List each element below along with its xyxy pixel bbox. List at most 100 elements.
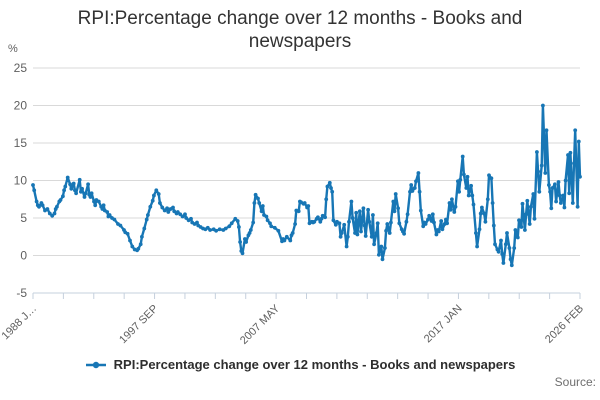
- data-point: [385, 222, 390, 226]
- data-point: [324, 197, 329, 202]
- data-point: [333, 222, 338, 227]
- data-point: [330, 189, 335, 194]
- data-point: [128, 238, 132, 243]
- data-point: [458, 177, 463, 182]
- chart-title: RPI:Percentage change over 12 months - B…: [77, 8, 523, 52]
- data-point: [568, 150, 573, 155]
- data-point: [566, 153, 570, 157]
- legend[interactable]: RPI:Percentage change over 12 months - B…: [0, 357, 600, 372]
- data-point: [572, 161, 576, 166]
- data-point: [152, 193, 156, 198]
- data-point: [362, 223, 367, 228]
- source-label: Source:: [554, 375, 596, 389]
- data-point: [489, 176, 494, 181]
- data-point: [389, 220, 393, 225]
- data-point: [397, 221, 402, 226]
- data-point: [34, 199, 39, 204]
- data-point: [96, 199, 101, 204]
- data-point: [500, 252, 505, 256]
- data-point: [520, 201, 525, 206]
- data-point: [367, 219, 372, 224]
- data-point: [421, 224, 426, 229]
- data-point: [93, 203, 98, 208]
- y-tick-label: 10: [14, 174, 28, 188]
- data-point: [264, 214, 269, 219]
- data-point: [32, 188, 37, 193]
- data-point: [567, 191, 572, 196]
- data-point: [347, 219, 351, 224]
- data-point: [432, 220, 436, 225]
- data-point: [444, 217, 448, 222]
- data-point: [471, 202, 476, 207]
- data-point: [323, 215, 327, 220]
- data-point: [575, 204, 580, 209]
- data-point: [178, 212, 183, 217]
- data-point: [112, 217, 117, 222]
- data-point: [562, 205, 567, 210]
- data-point: [282, 238, 287, 243]
- data-point: [162, 208, 167, 213]
- data-point: [448, 207, 453, 212]
- data-point: [82, 195, 87, 199]
- data-point: [256, 196, 260, 201]
- data-point: [318, 219, 323, 224]
- data-point: [80, 186, 84, 191]
- data-point: [165, 206, 170, 211]
- data-point: [316, 215, 320, 220]
- data-point: [434, 232, 439, 237]
- data-point: [243, 237, 247, 241]
- data-point: [77, 177, 82, 182]
- data-point: [464, 186, 469, 190]
- x-tick-label: 1997 SEP: [117, 303, 161, 347]
- data-point: [52, 211, 57, 216]
- data-point: [253, 192, 258, 197]
- data-point: [543, 171, 548, 175]
- data-point: [573, 128, 578, 133]
- data-point: [512, 246, 517, 250]
- data-point: [556, 180, 561, 184]
- data-point: [88, 195, 93, 199]
- data-point: [259, 209, 264, 214]
- data-point: [496, 249, 501, 254]
- data-point: [405, 212, 410, 217]
- data-point: [68, 182, 72, 187]
- x-tick-label: 2026 FEB: [543, 303, 586, 346]
- y-tick-label: 0: [20, 249, 27, 263]
- data-point: [296, 209, 301, 214]
- data-point: [377, 252, 381, 257]
- data-point: [45, 207, 50, 211]
- y-tick-label: 15: [14, 136, 28, 150]
- series-line: [31, 104, 582, 267]
- data-point: [184, 216, 189, 220]
- data-point: [452, 210, 457, 214]
- data-point: [240, 251, 245, 256]
- data-point: [86, 182, 90, 187]
- data-point: [427, 213, 432, 218]
- data-point: [515, 235, 520, 240]
- data-point: [409, 183, 414, 187]
- data-point: [288, 238, 293, 243]
- data-point: [513, 228, 518, 232]
- data-point: [31, 183, 35, 187]
- data-point: [146, 213, 150, 217]
- data-point: [183, 212, 187, 217]
- data-point: [136, 246, 141, 251]
- data-point: [342, 222, 347, 227]
- y-tick-label: -5: [16, 286, 27, 300]
- data-point: [50, 213, 55, 218]
- data-point: [553, 182, 557, 187]
- data-point: [460, 154, 465, 159]
- data-point: [217, 227, 222, 232]
- data-point: [531, 192, 536, 196]
- data-point: [410, 189, 415, 193]
- data-point: [265, 218, 270, 223]
- data-point: [195, 220, 199, 225]
- data-point: [501, 261, 506, 265]
- data-point: [416, 171, 421, 175]
- data-point: [527, 222, 532, 226]
- data-point: [436, 229, 441, 234]
- data-point: [125, 231, 130, 236]
- data-point: [508, 257, 513, 262]
- data-point: [140, 234, 144, 239]
